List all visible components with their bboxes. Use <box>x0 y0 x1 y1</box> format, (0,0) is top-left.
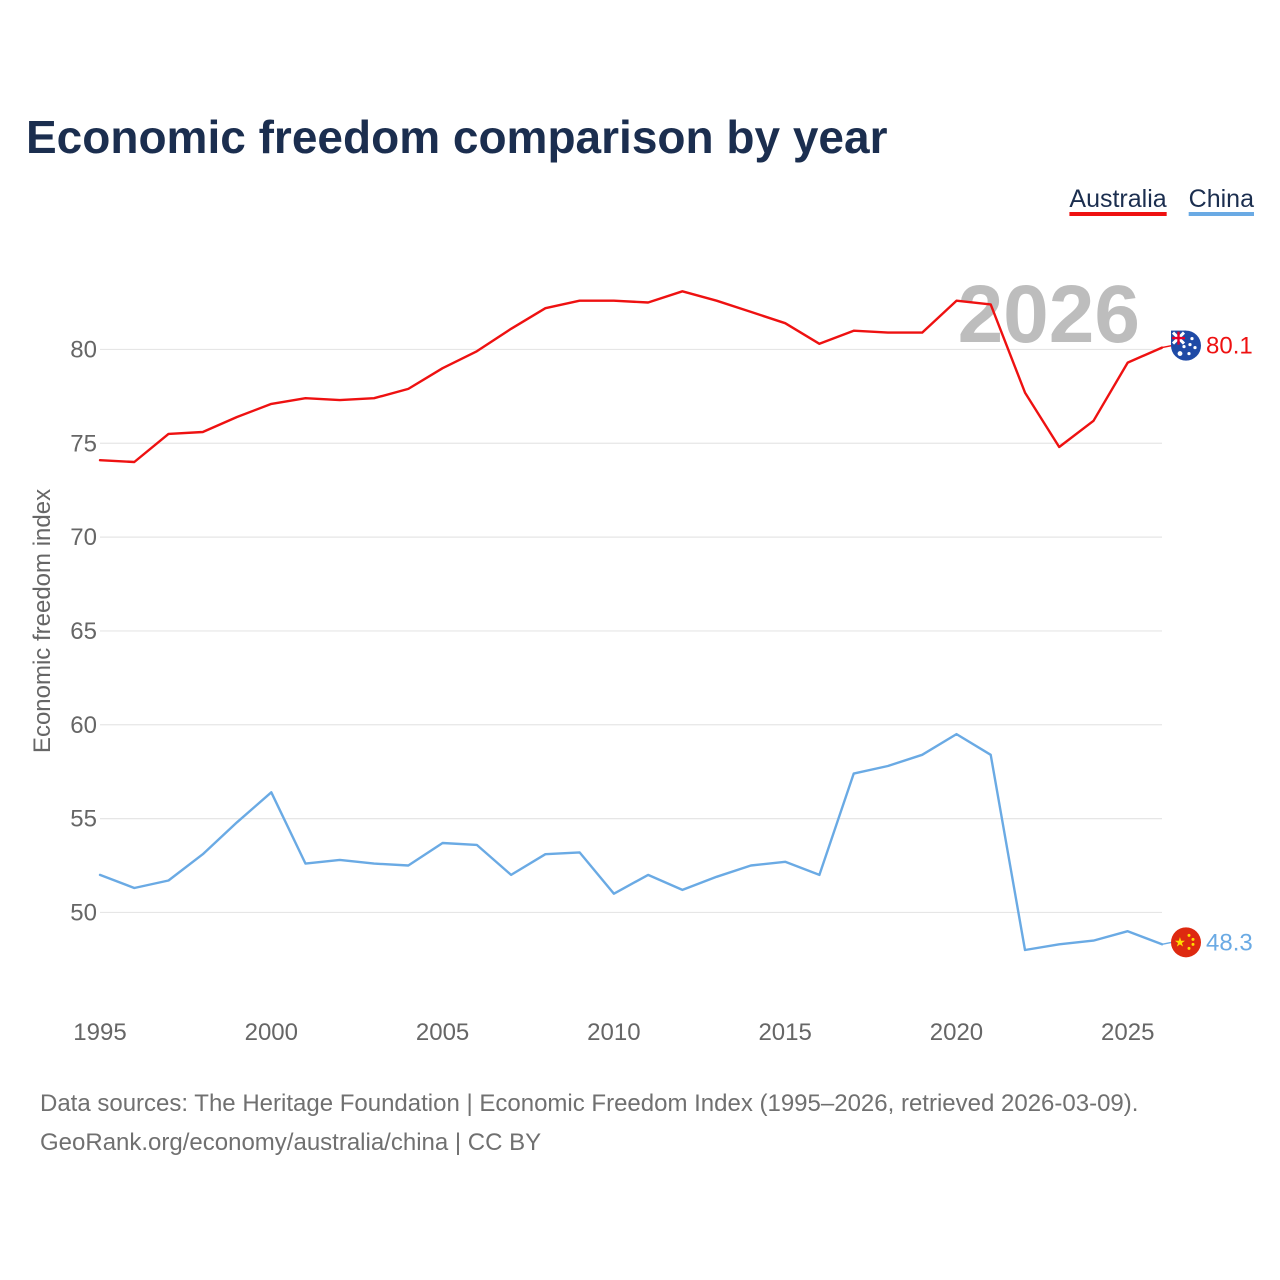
legend-label: China <box>1189 185 1254 213</box>
legend-item-australia[interactable]: Australia <box>1069 185 1167 216</box>
y-tick-label: 55 <box>70 806 97 833</box>
gridlines <box>100 348 1162 914</box>
current-year-watermark: 2026 <box>958 269 1140 360</box>
x-tick-label: 2020 <box>930 1019 983 1046</box>
series-line-australia <box>98 290 1164 464</box>
legend-swatch <box>1069 212 1167 216</box>
x-tick-label: 2025 <box>1101 1019 1154 1046</box>
series-group <box>98 290 1164 952</box>
y-tick-label: 80 <box>70 336 97 363</box>
end-connector <box>1161 344 1173 349</box>
svg-text:★: ★ <box>1174 934 1186 949</box>
end-value-label-australia: 80.1 <box>1206 333 1253 360</box>
y-axis-label: Economic freedom index <box>29 489 56 753</box>
x-tick-label: 2010 <box>587 1019 640 1046</box>
y-tick-label: 50 <box>70 899 97 926</box>
source-line-2: GeoRank.org/economy/australia/china | CC… <box>40 1129 541 1156</box>
australia-flag-icon <box>1171 330 1201 361</box>
end-value-label-china: 48.3 <box>1206 929 1253 956</box>
x-tick-label: 2000 <box>245 1019 298 1046</box>
y-axis-ticks: 50 55 60 65 70 75 80 <box>70 336 97 926</box>
china-flag-icon: ★ <box>1171 927 1201 958</box>
legend: China Australia <box>1069 185 1254 216</box>
end-connector <box>1161 941 1173 946</box>
legend-swatch <box>1188 212 1254 216</box>
source-line-1: Data sources: The Heritage Foundation | … <box>40 1090 1138 1117</box>
y-tick-label: 65 <box>70 618 97 645</box>
y-tick-label: 75 <box>70 430 97 457</box>
legend-label: Australia <box>1069 185 1166 213</box>
x-axis-ticks: 1995 2000 2005 2010 2015 2020 2025 <box>73 1019 1154 1046</box>
x-tick-label: 1995 <box>73 1019 126 1046</box>
legend-item-china[interactable]: China <box>1188 185 1254 216</box>
series-line-china <box>98 732 1164 952</box>
x-tick-label: 2015 <box>758 1019 811 1046</box>
end-markers: 80.1 ★ 48.3 <box>1161 330 1253 958</box>
x-tick-label: 2005 <box>416 1019 469 1046</box>
chart-title: Economic freedom comparison by year <box>26 111 888 163</box>
y-tick-label: 60 <box>70 712 97 739</box>
y-tick-label: 70 <box>70 524 97 551</box>
